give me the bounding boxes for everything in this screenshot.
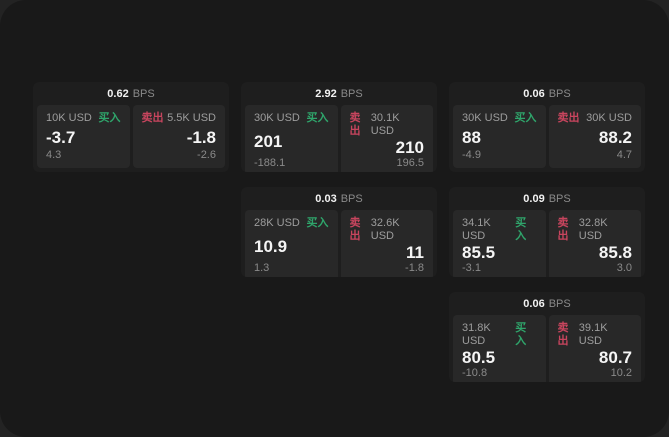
sell-delta: 196.5	[396, 157, 424, 169]
quote-card: 0.06 BPS 30K USD 买入 88 -4.9 卖出 30K USD	[449, 82, 645, 172]
buy-side-label: 买入	[514, 112, 537, 124]
quote-card: 0.62 BPS 10K USD 买入 -3.7 4.3 卖出 5.5K USD	[33, 82, 229, 172]
bps-spread-header: 0.62 BPS	[33, 82, 229, 105]
bps-value: 0.03	[315, 192, 337, 205]
buy-side-label: 买入	[98, 112, 121, 124]
buy-delta: -10.8	[462, 367, 488, 379]
bps-spread-header: 0.06 BPS	[449, 82, 645, 105]
bps-unit-label: BPS	[548, 87, 571, 100]
bps-value: 0.06	[523, 297, 545, 310]
sell-delta: 10.2	[610, 367, 632, 379]
buy-quote-tile[interactable]: 31.8K USD 买入 80.5 -10.8	[453, 315, 546, 382]
sell-price: 11	[406, 243, 424, 262]
sell-side-label: 卖出	[557, 322, 569, 347]
buy-size-label: 31.8K USD	[462, 322, 491, 347]
quote-card: 0.06 BPS 31.8K USD 买入 80.5 -10.8 卖出 39.1…	[449, 292, 645, 382]
buy-delta: -188.1	[254, 157, 286, 169]
sell-price: 210	[395, 138, 424, 157]
buy-quote-tile[interactable]: 30K USD 买入 201 -188.1	[245, 105, 338, 172]
sell-side-label: 卖出	[141, 112, 164, 124]
buy-size-label: 34.1K USD	[462, 217, 491, 242]
buy-side-label: 买入	[306, 217, 329, 229]
buy-quote-tile[interactable]: 28K USD 买入 10.9 1.3	[245, 210, 338, 277]
sell-price: 88.2	[598, 127, 632, 147]
buy-price: 85.5	[462, 243, 496, 262]
bps-spread-header: 2.92 BPS	[241, 82, 437, 105]
bps-spread-header: 0.03 BPS	[241, 187, 437, 210]
bps-value: 0.06	[523, 87, 545, 100]
bps-value: 0.09	[523, 192, 545, 205]
sell-side-label: 卖出	[349, 217, 361, 242]
buy-price: 201	[254, 131, 283, 151]
sell-side-label: 卖出	[557, 217, 569, 242]
buy-delta: -4.9	[462, 149, 481, 161]
quote-card-grid: 0.62 BPS 10K USD 买入 -3.7 4.3 卖出 5.5K USD	[33, 82, 645, 382]
buy-size-label: 10K USD	[46, 112, 92, 124]
buy-side-label: 买入	[515, 322, 527, 347]
buy-side-label: 买入	[306, 112, 329, 124]
buy-price: 10.9	[254, 236, 288, 256]
sell-quote-tile[interactable]: 卖出 32.8K USD 85.8 3.0	[548, 210, 641, 277]
sell-price: 85.8	[598, 243, 632, 262]
sell-quote-tile[interactable]: 卖出 32.6K USD 11 -1.8	[340, 210, 433, 277]
buy-delta: 1.3	[254, 262, 270, 274]
bps-unit-label: BPS	[340, 192, 363, 205]
sell-side-label: 卖出	[349, 112, 361, 137]
bps-unit-label: BPS	[132, 87, 155, 100]
buy-price: 88	[462, 127, 481, 147]
sell-price: 80.7	[598, 348, 632, 367]
buy-size-label: 30K USD	[254, 112, 300, 124]
quote-card: 2.92 BPS 30K USD 买入 201 -188.1 卖出 30.1K …	[241, 82, 437, 172]
bps-spread-header: 0.06 BPS	[449, 292, 645, 315]
buy-quote-tile[interactable]: 30K USD 买入 88 -4.9	[453, 105, 546, 168]
bps-unit-label: BPS	[548, 297, 571, 310]
sell-quote-tile[interactable]: 卖出 30.1K USD 210 196.5	[340, 105, 433, 172]
sell-delta: 3.0	[616, 262, 632, 274]
sell-size-label: 30K USD	[586, 112, 632, 124]
buy-price: -3.7	[46, 127, 76, 147]
sell-delta: 4.7	[616, 149, 632, 161]
buy-quote-tile[interactable]: 10K USD 买入 -3.7 4.3	[37, 105, 130, 168]
bps-value: 0.62	[107, 87, 129, 100]
sell-side-label: 卖出	[557, 112, 580, 124]
sell-quote-tile[interactable]: 卖出 5.5K USD -1.8 -2.6	[132, 105, 225, 168]
buy-size-label: 28K USD	[254, 217, 300, 229]
buy-quote-tile[interactable]: 34.1K USD 买入 85.5 -3.1	[453, 210, 546, 277]
sell-price: -1.8	[186, 127, 216, 147]
sell-quote-tile[interactable]: 卖出 30K USD 88.2 4.7	[548, 105, 641, 168]
sell-size-label: 32.6K USD	[370, 217, 400, 242]
buy-delta: 4.3	[46, 149, 62, 161]
buy-size-label: 30K USD	[462, 112, 508, 124]
sell-size-label: 30.1K USD	[370, 112, 400, 137]
quote-card: 0.03 BPS 28K USD 买入 10.9 1.3 卖出 32.6K US…	[241, 187, 437, 277]
bps-unit-label: BPS	[340, 87, 363, 100]
quote-card: 0.09 BPS 34.1K USD 买入 85.5 -3.1 卖出 32.8K…	[449, 187, 645, 277]
buy-side-label: 买入	[515, 217, 527, 242]
sell-quote-tile[interactable]: 卖出 39.1K USD 80.7 10.2	[548, 315, 641, 382]
bps-value: 2.92	[315, 87, 337, 100]
buy-price: 80.5	[462, 348, 496, 367]
sell-delta: -1.8	[405, 262, 424, 274]
buy-delta: -3.1	[462, 262, 481, 274]
sell-size-label: 32.8K USD	[578, 217, 608, 242]
sell-size-label: 39.1K USD	[578, 322, 608, 347]
bps-unit-label: BPS	[548, 192, 571, 205]
sell-size-label: 5.5K USD	[167, 112, 216, 124]
sell-delta: -2.6	[197, 149, 216, 161]
bps-spread-header: 0.09 BPS	[449, 187, 645, 210]
